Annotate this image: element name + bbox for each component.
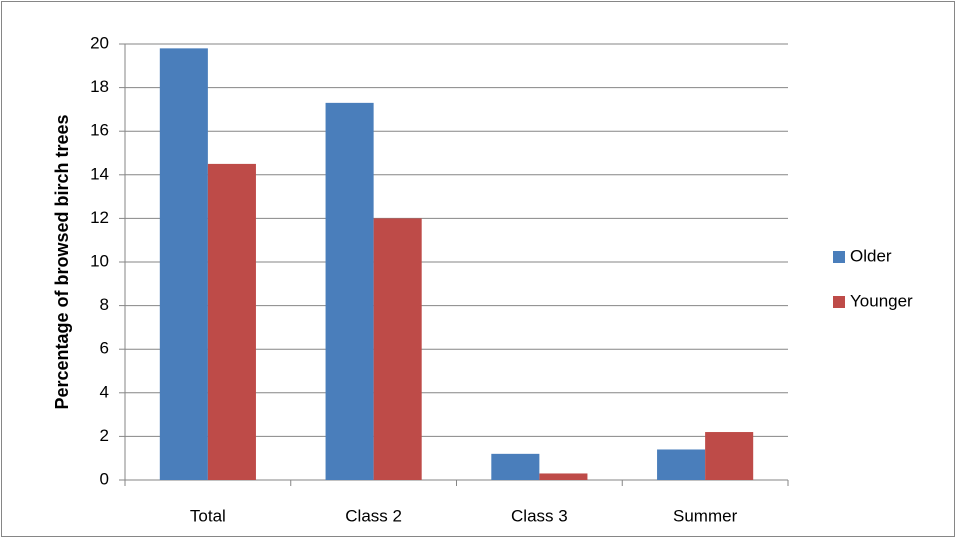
bar [491, 453, 540, 480]
y-tick-label: 8 [100, 295, 109, 314]
legend-swatch [833, 296, 845, 308]
bar [159, 48, 208, 481]
y-tick-label: 12 [90, 208, 109, 227]
x-tick-label: Class 3 [511, 506, 568, 525]
y-tick-label: 14 [90, 164, 109, 183]
bar [325, 102, 374, 481]
y-tick-label: 0 [100, 469, 109, 488]
legend-label: Younger [850, 291, 913, 310]
y-tick-label: 2 [100, 426, 109, 445]
bar [705, 432, 754, 480]
y-tick-label: 10 [90, 251, 109, 270]
bar [207, 163, 256, 480]
y-tick-label: 20 [90, 33, 109, 52]
y-axis-label: Percentage of browsed birch trees [52, 114, 72, 409]
bar [657, 449, 706, 480]
y-tick-label: 4 [100, 382, 109, 401]
y-tick-label: 18 [90, 77, 109, 96]
x-tick-label: Summer [673, 506, 738, 525]
bar [539, 473, 588, 480]
x-tick-label: Class 2 [345, 506, 402, 525]
legend-label: Older [850, 246, 892, 265]
x-tick-label: Total [190, 506, 226, 525]
bar [373, 218, 422, 480]
y-tick-label: 16 [90, 121, 109, 140]
y-tick-label: 6 [100, 339, 109, 358]
legend-swatch [833, 251, 845, 263]
